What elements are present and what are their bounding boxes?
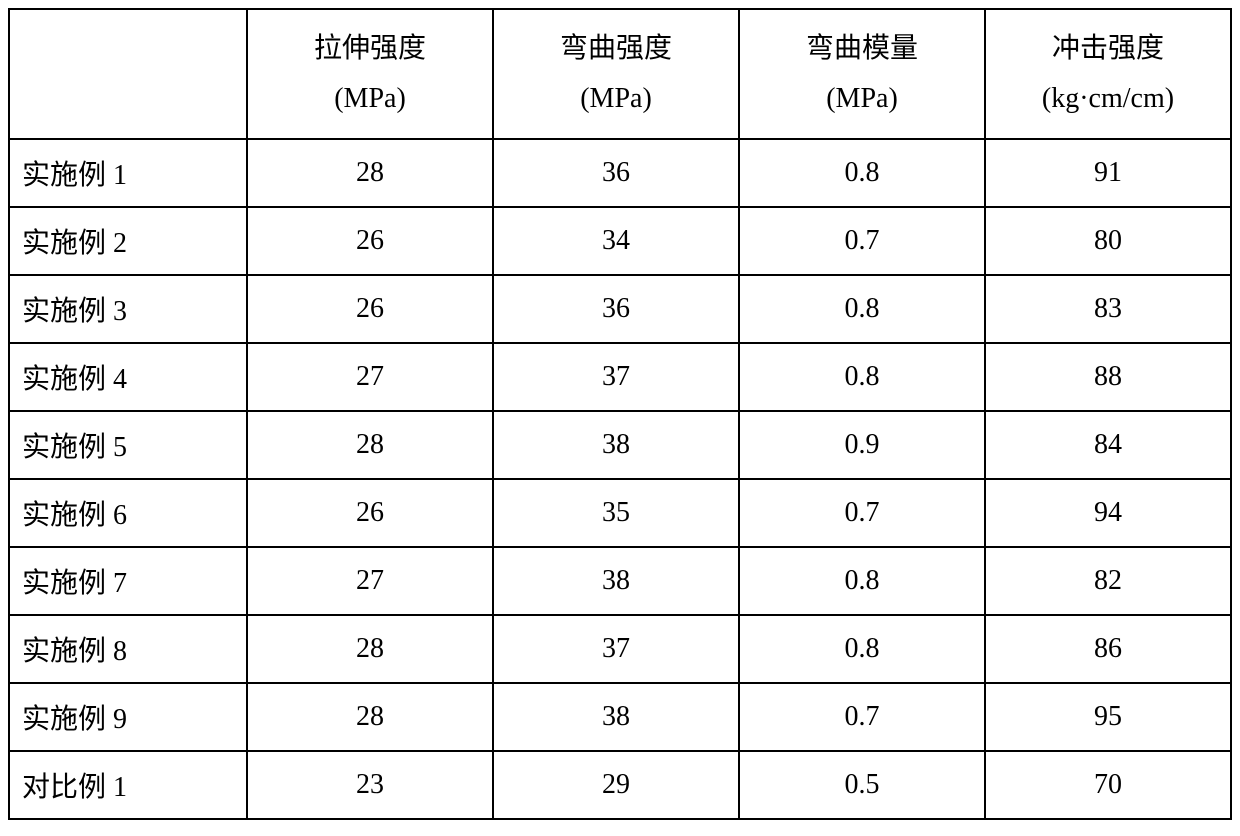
table-row: 实施例 4 27 37 0.8 88 [9,343,1231,411]
material-properties-table: 拉伸强度 (MPa) 弯曲强度 (MPa) 弯曲模量 (MPa) 冲击强度 (k… [8,8,1232,820]
table-header: 拉伸强度 (MPa) 弯曲强度 (MPa) 弯曲模量 (MPa) 冲击强度 (k… [9,9,1231,139]
cell-value: 29 [493,751,739,819]
cell-value: 84 [985,411,1231,479]
cell-value: 0.5 [739,751,985,819]
cell-value: 38 [493,547,739,615]
cell-value: 70 [985,751,1231,819]
header-tensile-strength: 拉伸强度 (MPa) [247,9,493,139]
table-row: 实施例 1 28 36 0.8 91 [9,139,1231,207]
cell-value: 26 [247,275,493,343]
cell-value: 0.7 [739,479,985,547]
cell-value: 0.8 [739,615,985,683]
cell-value: 94 [985,479,1231,547]
table-row: 对比例 1 23 29 0.5 70 [9,751,1231,819]
cell-value: 36 [493,275,739,343]
cell-value: 0.7 [739,683,985,751]
cell-value: 0.8 [739,275,985,343]
cell-value: 0.9 [739,411,985,479]
header-label: 拉伸强度 [248,24,492,74]
row-label: 实施例 4 [9,343,247,411]
table-row: 实施例 5 28 38 0.9 84 [9,411,1231,479]
cell-value: 0.8 [739,547,985,615]
cell-value: 88 [985,343,1231,411]
cell-value: 80 [985,207,1231,275]
header-flexural-strength: 弯曲强度 (MPa) [493,9,739,139]
row-label: 实施例 2 [9,207,247,275]
cell-value: 83 [985,275,1231,343]
cell-value: 34 [493,207,739,275]
cell-value: 23 [247,751,493,819]
row-label: 对比例 1 [9,751,247,819]
header-label: 冲击强度 [986,24,1230,74]
row-label: 实施例 3 [9,275,247,343]
header-label: 弯曲强度 [494,24,738,74]
header-impact-strength: 冲击强度 (kg·cm/cm) [985,9,1231,139]
cell-value: 26 [247,479,493,547]
row-label: 实施例 7 [9,547,247,615]
cell-value: 35 [493,479,739,547]
cell-value: 27 [247,343,493,411]
table-body: 实施例 1 28 36 0.8 91 实施例 2 26 34 0.7 80 实施… [9,139,1231,819]
data-table: 拉伸强度 (MPa) 弯曲强度 (MPa) 弯曲模量 (MPa) 冲击强度 (k… [8,8,1232,820]
table-row: 实施例 8 28 37 0.8 86 [9,615,1231,683]
cell-value: 86 [985,615,1231,683]
row-label: 实施例 6 [9,479,247,547]
cell-value: 37 [493,343,739,411]
table-row: 实施例 6 26 35 0.7 94 [9,479,1231,547]
cell-value: 82 [985,547,1231,615]
header-unit: (MPa) [740,74,984,124]
header-label: 弯曲模量 [740,24,984,74]
header-unit: (MPa) [248,74,492,124]
row-label: 实施例 9 [9,683,247,751]
cell-value: 26 [247,207,493,275]
cell-value: 28 [247,411,493,479]
header-flexural-modulus: 弯曲模量 (MPa) [739,9,985,139]
cell-value: 28 [247,139,493,207]
cell-value: 0.8 [739,139,985,207]
header-row: 拉伸强度 (MPa) 弯曲强度 (MPa) 弯曲模量 (MPa) 冲击强度 (k… [9,9,1231,139]
cell-value: 27 [247,547,493,615]
header-unit: (MPa) [494,74,738,124]
cell-value: 37 [493,615,739,683]
header-empty [9,9,247,139]
table-row: 实施例 7 27 38 0.8 82 [9,547,1231,615]
cell-value: 28 [247,615,493,683]
cell-value: 91 [985,139,1231,207]
table-row: 实施例 2 26 34 0.7 80 [9,207,1231,275]
table-row: 实施例 3 26 36 0.8 83 [9,275,1231,343]
table-row: 实施例 9 28 38 0.7 95 [9,683,1231,751]
cell-value: 0.8 [739,343,985,411]
row-label: 实施例 5 [9,411,247,479]
cell-value: 28 [247,683,493,751]
cell-value: 38 [493,683,739,751]
cell-value: 36 [493,139,739,207]
row-label: 实施例 8 [9,615,247,683]
cell-value: 95 [985,683,1231,751]
cell-value: 38 [493,411,739,479]
header-unit: (kg·cm/cm) [986,74,1230,124]
cell-value: 0.7 [739,207,985,275]
row-label: 实施例 1 [9,139,247,207]
